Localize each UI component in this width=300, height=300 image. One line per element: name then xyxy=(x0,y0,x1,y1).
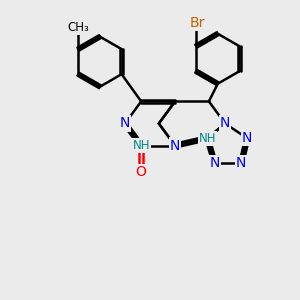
Text: N: N xyxy=(120,116,130,130)
Text: N: N xyxy=(220,116,230,130)
Text: CH₃: CH₃ xyxy=(68,21,89,34)
Text: N: N xyxy=(242,131,252,145)
Text: N: N xyxy=(210,156,220,170)
Text: NH: NH xyxy=(132,139,150,152)
Text: N: N xyxy=(236,156,247,170)
Text: N: N xyxy=(220,116,230,130)
Text: O: O xyxy=(136,165,147,179)
Text: Br: Br xyxy=(190,16,205,30)
Text: N: N xyxy=(170,139,180,153)
Text: NH: NH xyxy=(199,132,216,145)
